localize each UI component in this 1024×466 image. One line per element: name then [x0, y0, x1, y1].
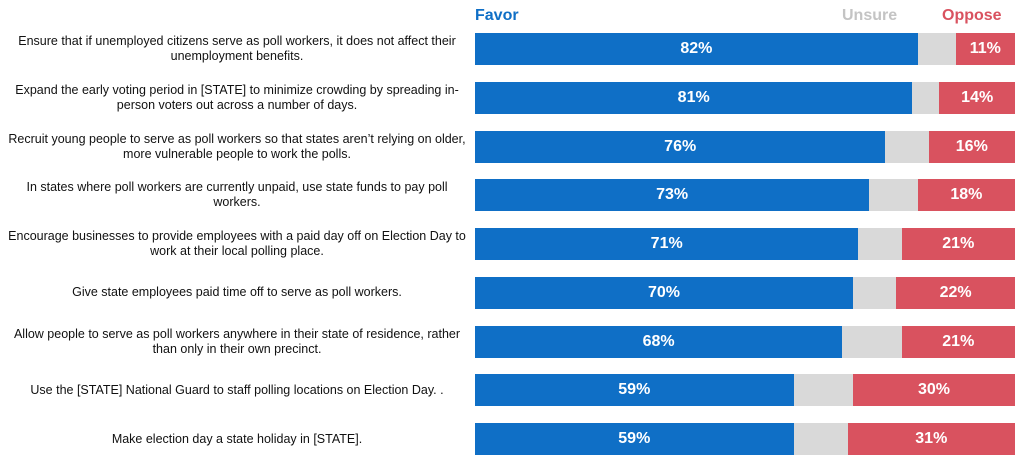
value-label-oppose: 16%	[955, 137, 988, 155]
bar-unsure	[885, 130, 929, 163]
value-label-oppose: 30%	[917, 381, 951, 399]
value-label-oppose: 21%	[942, 235, 975, 252]
row-label: Ensure that if unemployed citizens serve…	[18, 34, 456, 63]
bar-oppose	[928, 130, 1015, 163]
bar-oppose	[896, 276, 1015, 309]
row-label: Encourage businesses to provide employee…	[8, 229, 466, 258]
bar-favor	[475, 423, 794, 455]
bar-unsure	[853, 276, 897, 309]
row-label: Use the [STATE] National Guard to staff …	[30, 382, 444, 397]
bar-favor	[475, 33, 918, 65]
value-label-oppose: 21%	[942, 332, 975, 350]
value-label-favor: 59%	[618, 381, 651, 399]
bar-oppose	[901, 228, 1015, 260]
value-label-oppose: 11%	[969, 40, 1001, 57]
value-label-oppose: 22%	[939, 283, 972, 301]
legend-oppose: Oppose	[942, 7, 1002, 24]
bar-unsure	[842, 325, 902, 358]
value-label-favor: 59%	[618, 430, 651, 447]
row-label: Expand the early voting period in [STATE…	[15, 82, 459, 112]
bar-oppose	[955, 33, 1015, 65]
bar-favor	[475, 228, 859, 260]
bar-unsure	[793, 423, 848, 455]
bar-unsure	[869, 179, 918, 212]
bar-oppose	[917, 179, 1015, 212]
value-label-favor: 73%	[656, 186, 689, 204]
bar-favor	[475, 81, 913, 114]
row-label: Make election day a state holiday in [ST…	[111, 431, 363, 446]
row-label: Give state employees paid time off to se…	[72, 285, 402, 300]
bar-unsure	[912, 81, 940, 114]
legend-unsure: Unsure	[842, 7, 898, 24]
value-label-favor: 81%	[677, 88, 710, 106]
legend-favor: Favor	[475, 7, 519, 24]
bar-favor	[475, 130, 886, 163]
bar-favor	[475, 276, 853, 309]
bar-unsure	[917, 33, 956, 65]
value-label-favor: 76%	[664, 137, 697, 155]
bar-unsure	[858, 228, 902, 260]
value-label-favor: 82%	[680, 40, 713, 57]
bar-favor	[475, 179, 870, 212]
bar-oppose	[901, 325, 1015, 358]
row-label: Recruit young people to serve as poll wo…	[8, 131, 466, 161]
bar-oppose	[939, 81, 1015, 114]
bar-oppose	[847, 423, 1015, 455]
bar-favor	[475, 325, 843, 358]
row-label: In states where poll workers are current…	[26, 180, 448, 210]
value-label-favor: 71%	[650, 235, 683, 252]
value-label-favor: 70%	[647, 283, 681, 301]
value-label-favor: 68%	[642, 332, 675, 350]
value-label-oppose: 31%	[915, 430, 948, 447]
row-label: Allow people to serve as poll workers an…	[13, 326, 461, 356]
bar-oppose	[853, 374, 1015, 407]
value-label-oppose: 14%	[961, 88, 994, 106]
bar-favor	[475, 374, 794, 407]
bar-unsure	[793, 374, 853, 407]
value-label-oppose: 18%	[950, 186, 983, 204]
